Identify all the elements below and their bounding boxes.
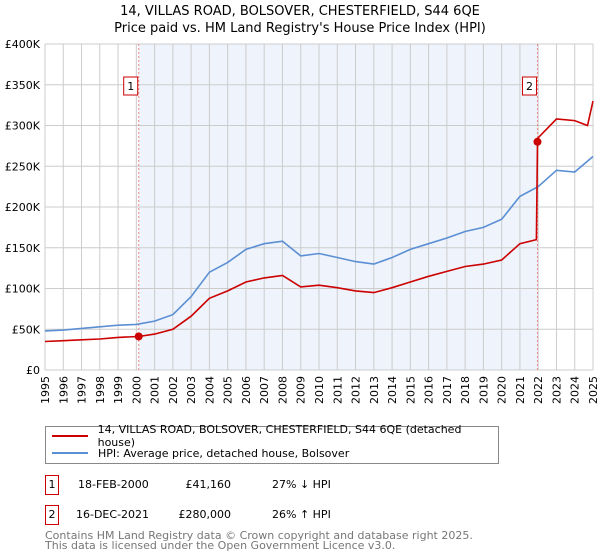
y-tick-label: £250K <box>5 160 41 173</box>
x-tick-label: 1998 <box>94 376 107 404</box>
x-tick-label: 2002 <box>167 376 180 404</box>
y-tick-label: £50K <box>12 323 41 336</box>
x-tick-label: 2016 <box>423 376 436 404</box>
x-tick-label: 2001 <box>149 376 162 404</box>
transaction-delta: 26% ↑ HPI <box>272 508 331 521</box>
sale-point <box>134 332 143 341</box>
y-tick-label: £0 <box>26 364 40 377</box>
x-tick-label: 2023 <box>550 376 563 404</box>
x-tick-label: 2015 <box>404 376 417 404</box>
x-tick-label: 2025 <box>587 376 600 404</box>
x-tick-label: 2009 <box>295 376 308 404</box>
transaction-price: £41,160 <box>185 478 232 491</box>
sale-label-box <box>123 76 139 96</box>
plot-area: 1995 1996 1997 1998 1999 2000 2001 2002 2003 2004… <box>5 38 600 404</box>
x-tick-label: 2004 <box>203 376 216 404</box>
footer-copyright: Contains HM Land Registry data © Crown c… <box>45 529 473 542</box>
footer-licence: This data is licensed under the Open Gov… <box>45 539 396 552</box>
x-tick-label: 2012 <box>350 376 363 404</box>
x-tick-label: 2007 <box>258 376 271 404</box>
x-tick-label: 2019 <box>477 376 490 404</box>
y-tick-label: £200K <box>5 201 41 214</box>
x-tick-label: 2003 <box>185 376 198 404</box>
property-price-line <box>44 100 594 343</box>
legend-swatch-hpi <box>52 452 88 454</box>
x-tick-label: 1995 <box>39 376 52 404</box>
chart-subtitle: Price paid vs. HM Land Registry's House … <box>114 21 486 36</box>
x-tick-label: 2024 <box>569 376 582 404</box>
x-tick-label: 2006 <box>240 376 253 404</box>
x-tick-label: 2018 <box>459 376 472 404</box>
y-tick-label: £150K <box>5 242 41 255</box>
sale-label: 1 <box>127 80 134 93</box>
legend-label-property: 14, VILLAS ROAD, BOLSOVER, CHESTERFIELD,… <box>97 423 462 449</box>
transaction-date: 18-FEB-2000 <box>78 478 149 491</box>
x-tick-label: 2000 <box>130 376 143 404</box>
x-tick-label: 2017 <box>441 376 454 404</box>
legend: 14, VILLAS ROAD, BOLSOVER, CHESTERFIELD,… <box>45 423 499 464</box>
transaction-date: 16-DEC-2021 <box>76 508 150 521</box>
x-tick-label: 2013 <box>368 376 381 404</box>
legend-swatch-property <box>52 435 88 437</box>
sale-label: 2 <box>526 80 533 93</box>
x-tick-label: 2014 <box>386 376 399 404</box>
x-tick-label: 1999 <box>112 376 125 404</box>
y-tick-label: £350K <box>5 79 41 92</box>
x-tick-label: 2021 <box>514 376 527 404</box>
chart-title: 14, VILLAS ROAD, BOLSOVER, CHESTERFIELD,… <box>120 4 480 19</box>
x-tick-label: 2011 <box>331 376 344 404</box>
footer: Contains HM Land Registry data © Crown c… <box>45 529 473 552</box>
x-tick-label: 1997 <box>76 376 89 404</box>
hpi-line <box>44 155 594 332</box>
transaction-badge: 1 <box>45 475 59 495</box>
y-tick-label: £300K <box>5 120 41 133</box>
x-tick-label: 2020 <box>496 376 509 404</box>
sale-label-box <box>521 76 537 96</box>
y-tick-label: £400K <box>5 38 41 51</box>
x-tick-label: 2008 <box>276 376 289 404</box>
x-tick-label: 2005 <box>222 376 235 404</box>
x-tick-label: 1996 <box>57 376 70 404</box>
x-tick-label: 2010 <box>313 376 326 404</box>
legend-label-hpi: HPI: Average price, detached house, Bols… <box>98 446 350 460</box>
x-tick-label: 2022 <box>532 376 545 404</box>
transaction-badge: 2 <box>45 505 59 525</box>
transaction-price: £280,000 <box>178 508 232 521</box>
transaction-delta: 27% ↓ HPI <box>272 478 331 491</box>
sale-point <box>533 137 542 146</box>
y-tick-label: £100K <box>5 283 41 296</box>
